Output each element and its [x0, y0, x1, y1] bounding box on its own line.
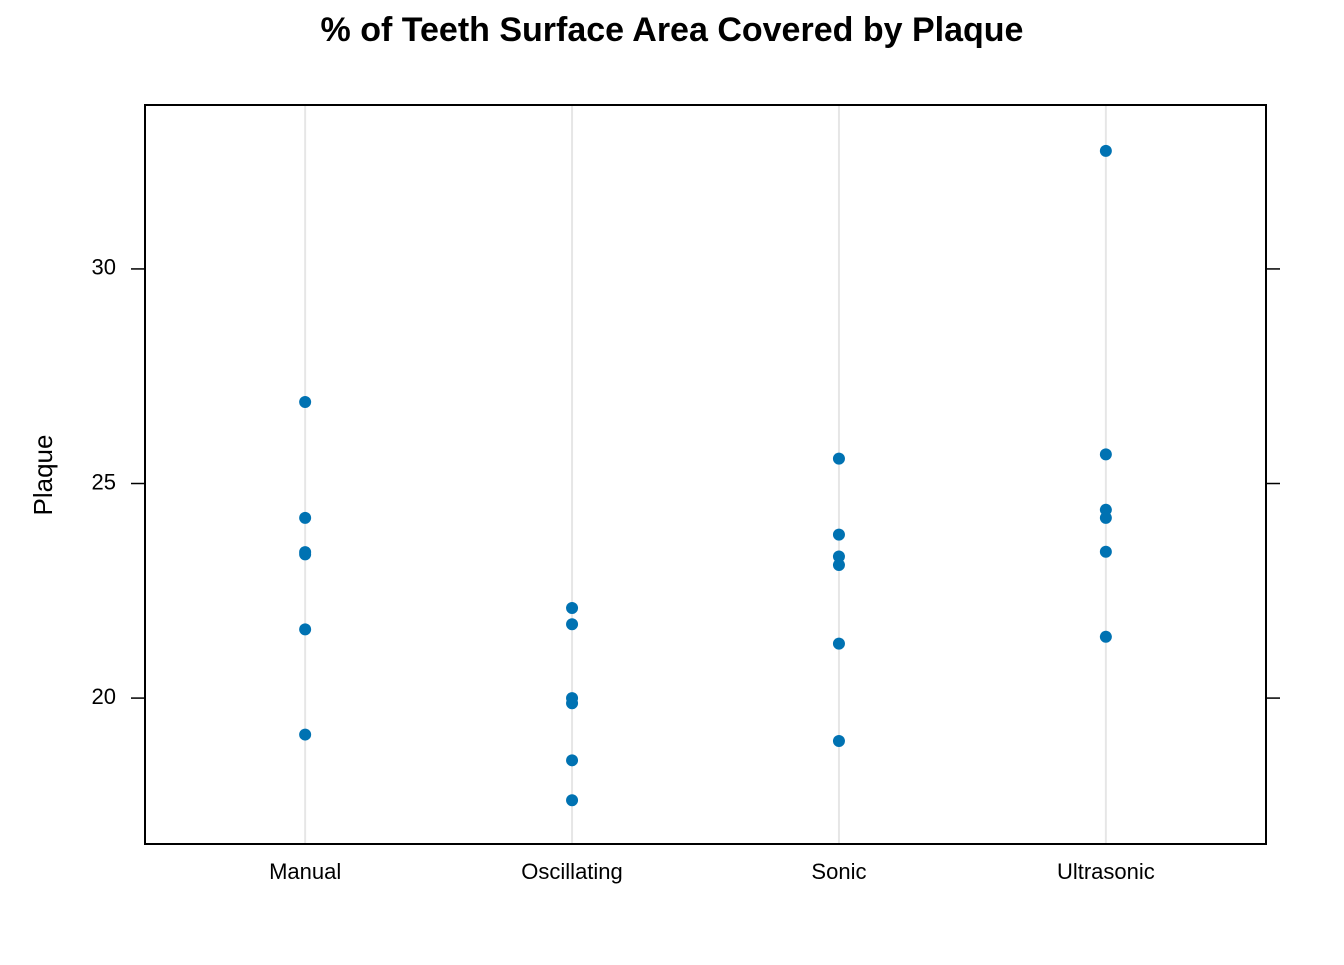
point [832, 637, 845, 650]
x-tick-label: Ultrasonic [1057, 859, 1155, 884]
y-tick-label: 30 [92, 255, 116, 280]
point [566, 794, 579, 807]
point [1099, 545, 1112, 558]
point [832, 735, 845, 748]
plot-frame [144, 104, 1267, 845]
point [1099, 511, 1112, 524]
point [299, 511, 312, 524]
chart-title: % of Teeth Surface Area Covered by Plaqu… [321, 11, 1024, 49]
point [566, 618, 579, 631]
point [299, 728, 312, 741]
y-tick-label: 25 [92, 469, 116, 494]
point [832, 550, 845, 563]
point [1099, 144, 1112, 157]
y-tick-label: 20 [92, 684, 116, 709]
point [832, 452, 845, 465]
point [832, 528, 845, 541]
point [299, 623, 312, 636]
point [566, 601, 579, 614]
point [1099, 630, 1112, 643]
point [566, 697, 579, 710]
x-tick-label: Oscillating [521, 859, 622, 884]
point [832, 559, 845, 572]
x-tick-label: Manual [269, 859, 341, 884]
point [1099, 448, 1112, 461]
x-tick-label: Sonic [811, 859, 866, 884]
y-axis-label: Plaque [28, 435, 58, 516]
point [299, 395, 312, 408]
point [566, 754, 579, 767]
point [299, 548, 312, 561]
